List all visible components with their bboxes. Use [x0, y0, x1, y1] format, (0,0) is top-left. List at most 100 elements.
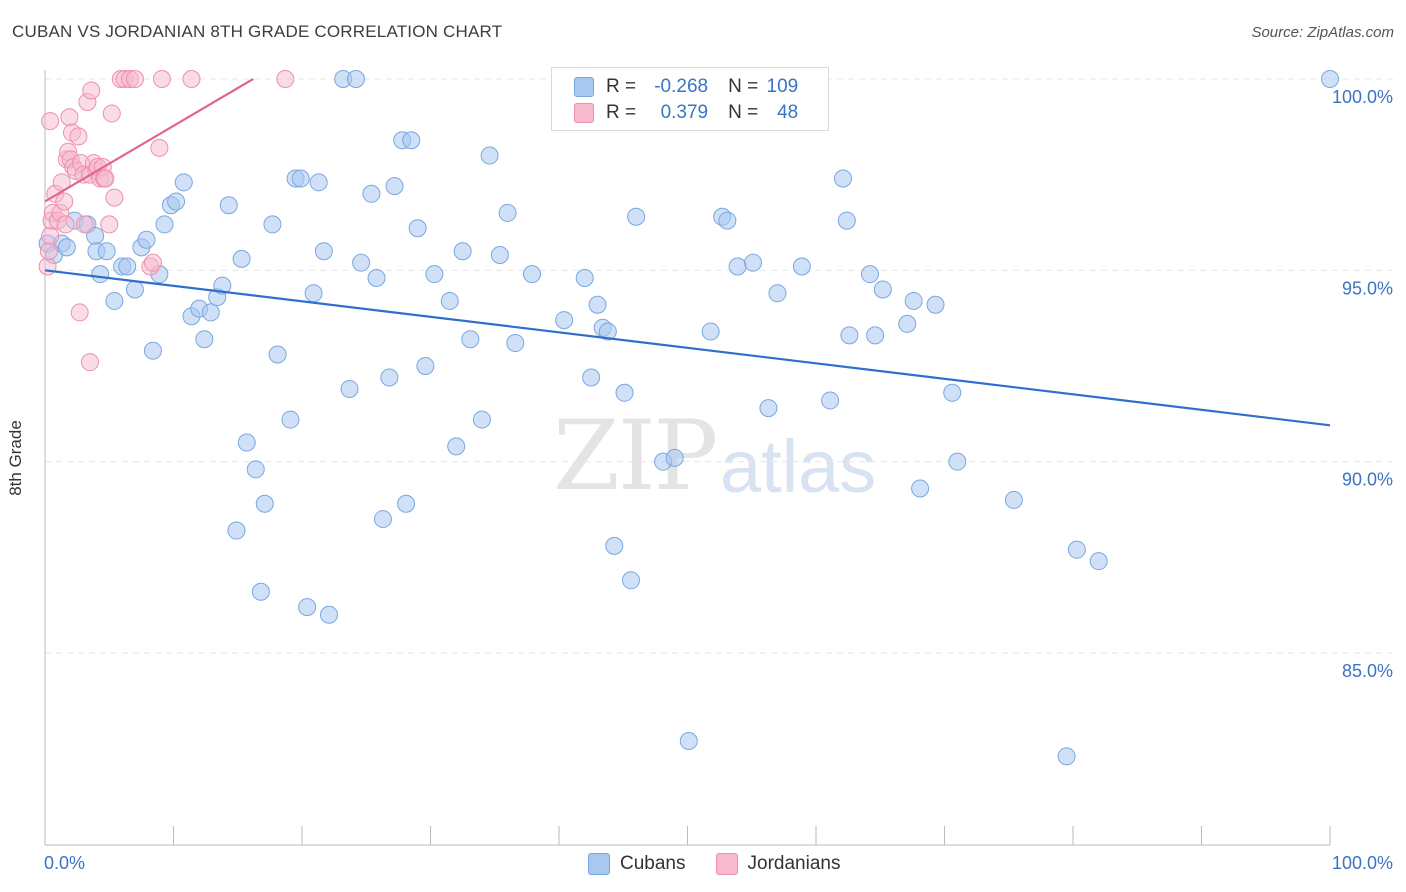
- jordanians-point: [150, 138, 169, 157]
- cubans-point: [246, 460, 265, 479]
- cubans-point: [319, 605, 338, 624]
- cubans-point: [291, 169, 310, 188]
- cubans-point: [263, 215, 282, 234]
- legend-item-jordanians[interactable]: Jordanians: [715, 853, 841, 875]
- cubans-point: [447, 437, 466, 456]
- cubans-point: [453, 242, 472, 261]
- cubans-point: [373, 510, 392, 529]
- cubans-point: [367, 268, 386, 287]
- cubans-point: [195, 330, 214, 349]
- cubans-point: [555, 311, 574, 330]
- cubans-point: [833, 169, 852, 188]
- cubans-point: [759, 399, 778, 418]
- legend-row-cubans: R = -0.268 N = 109: [574, 75, 798, 99]
- cubans-point: [380, 368, 399, 387]
- jordanians-point: [100, 215, 119, 234]
- grid-lines: [45, 78, 1394, 654]
- cubans-point: [57, 238, 76, 257]
- cubans-point: [314, 242, 333, 261]
- cubans-point: [1004, 490, 1023, 509]
- correlation-legend: R = -0.268 N = 109 R = 0.379 N = 48: [551, 67, 829, 131]
- cubans-point: [1057, 747, 1076, 766]
- y-tick-label: 100.0%: [1332, 87, 1393, 107]
- cubans-point: [840, 326, 859, 345]
- cubans-point: [237, 433, 256, 452]
- watermark-atlas: atlas: [720, 425, 877, 508]
- jordanians-point: [70, 303, 89, 322]
- cubans-point: [304, 284, 323, 303]
- cubans-point: [615, 383, 634, 402]
- cubans-point: [948, 452, 967, 471]
- jordanians-point: [182, 70, 201, 88]
- cubans-trend-line: [44, 269, 1331, 427]
- cubans-point: [309, 173, 328, 192]
- cubans-point: [281, 410, 300, 429]
- legend-n-label: N =: [728, 76, 759, 97]
- cubans-point: [490, 246, 509, 265]
- cubans-point: [340, 379, 359, 398]
- cubans-point: [416, 357, 435, 375]
- cubans-points: [38, 70, 1339, 766]
- legend-item-cubans[interactable]: Cubans: [588, 853, 686, 875]
- cubans-point: [346, 70, 365, 88]
- cubans-point: [472, 410, 491, 429]
- cubans-point: [837, 211, 856, 230]
- jordanians-swatch: [574, 103, 594, 123]
- cubans-point: [898, 314, 917, 333]
- cubans-point: [1067, 540, 1086, 559]
- cubans-point: [665, 448, 684, 467]
- jordanians-point: [82, 81, 101, 100]
- cubans-point: [792, 257, 811, 276]
- legend-r-value: -0.268: [654, 76, 709, 97]
- y-tick-label: 85.0%: [1342, 661, 1393, 681]
- cubans-point: [440, 291, 459, 310]
- jordanians-point: [55, 192, 74, 211]
- cubans-point: [926, 295, 945, 314]
- cubans-point: [91, 265, 110, 284]
- x-tick-label: 0.0%: [44, 853, 85, 873]
- cubans-point: [679, 732, 698, 751]
- jordanians-point: [143, 253, 162, 272]
- cubans-point: [251, 582, 270, 601]
- cubans-point: [523, 265, 542, 284]
- cubans-point: [227, 521, 246, 540]
- cubans-point: [298, 598, 317, 617]
- jordanians-point: [75, 215, 94, 234]
- cubans-point: [118, 257, 137, 276]
- jordanians-point: [276, 70, 295, 88]
- cubans-point: [167, 192, 186, 211]
- cubans-point: [268, 345, 287, 364]
- cubans-point: [232, 249, 251, 268]
- cubans-point: [904, 291, 923, 310]
- cubans-point: [605, 536, 624, 555]
- cubans-point: [943, 383, 962, 402]
- cubans-point: [385, 177, 404, 196]
- cubans-point: [143, 341, 162, 360]
- cubans-legend-label: Cubans: [620, 853, 686, 874]
- cubans-point: [402, 131, 421, 150]
- cubans-legend-swatch: [588, 853, 610, 875]
- cubans-point: [155, 215, 174, 234]
- legend-r-label: R =: [606, 102, 637, 123]
- jordanians-point: [69, 127, 88, 146]
- jordanians-point: [60, 108, 79, 127]
- cubans-point: [125, 280, 144, 299]
- source-label: Source: ZipAtlas.com: [1251, 24, 1394, 41]
- cubans-point: [598, 322, 617, 341]
- cubans-point: [352, 253, 371, 272]
- legend-n-value: 48: [777, 102, 799, 123]
- jordanians-legend-label: Jordanians: [747, 853, 841, 874]
- cubans-point: [219, 196, 238, 215]
- jordanians-point: [102, 104, 121, 123]
- jordanians-point: [105, 188, 124, 207]
- cubans-point: [860, 265, 879, 284]
- cubans-point: [480, 146, 499, 165]
- jordanians-point: [80, 353, 99, 372]
- chart-title: CUBAN VS JORDANIAN 8TH GRADE CORRELATION…: [12, 22, 503, 41]
- cubans-point: [627, 207, 646, 226]
- cubans-point: [137, 230, 156, 249]
- y-tick-label: 90.0%: [1342, 470, 1393, 490]
- cubans-point: [866, 326, 885, 345]
- legend-r-value: 0.379: [660, 102, 709, 123]
- cubans-point: [701, 322, 720, 341]
